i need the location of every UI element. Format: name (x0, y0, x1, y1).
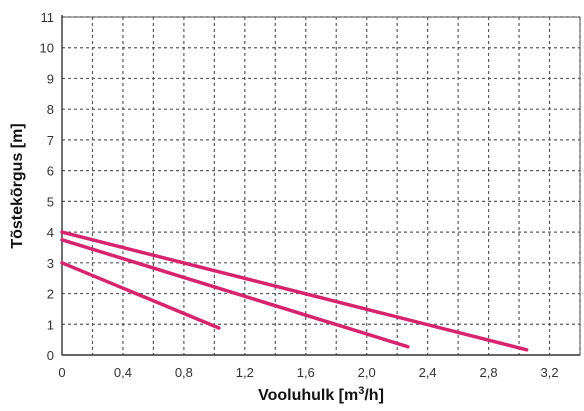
grid (62, 16, 581, 355)
x-tick-label: 2,8 (480, 365, 498, 380)
x-tick-label: 2,0 (358, 365, 376, 380)
y-tick-label: 11 (41, 10, 55, 25)
x-axis-title-main: Vooluhulk [m (258, 387, 358, 404)
x-tick-label: 2,4 (419, 365, 437, 380)
axes (61, 15, 580, 356)
x-tick-label: 1,6 (297, 365, 315, 380)
x-axis-title-suffix: /h] (364, 387, 384, 404)
y-tick-label: 3 (47, 256, 54, 271)
series-line-1 (60, 261, 221, 330)
y-tick-labels: 0 1 2 3 4 5 6 7 8 9 10 11 (40, 10, 54, 363)
y-tick-label: 6 (47, 164, 54, 179)
y-tick-label: 4 (47, 225, 54, 240)
y-tick-label: 2 (47, 287, 54, 302)
x-tick-label: 0,8 (175, 365, 193, 380)
plot-frame (61, 16, 581, 356)
y-axis-title: Tõstekõrgus [m] (9, 123, 26, 248)
series-group (60, 230, 529, 352)
series-line-3 (60, 230, 529, 352)
y-tick-label: 5 (47, 194, 54, 209)
x-axis-title-superscript: 3 (358, 385, 364, 397)
x-tick-labels: 0 0,4 0,8 1,2 1,6 2,0 2,4 2,8 3,2 (58, 365, 558, 380)
y-tick-label: 8 (47, 102, 54, 117)
y-tick-label: 10 (40, 41, 54, 56)
x-tick-label: 1,2 (236, 365, 254, 380)
y-tick-label: 9 (47, 71, 54, 86)
series-line-2 (60, 238, 410, 349)
x-tick-label: 3,2 (540, 365, 558, 380)
x-axis-title: Vooluhulk [m3/h] (258, 385, 384, 404)
y-tick-label: 0 (47, 348, 54, 363)
y-tick-label: 1 (47, 317, 54, 332)
x-tick-label: 0 (58, 365, 65, 380)
x-tick-label: 0,4 (114, 365, 132, 380)
y-tick-label: 7 (47, 133, 54, 148)
